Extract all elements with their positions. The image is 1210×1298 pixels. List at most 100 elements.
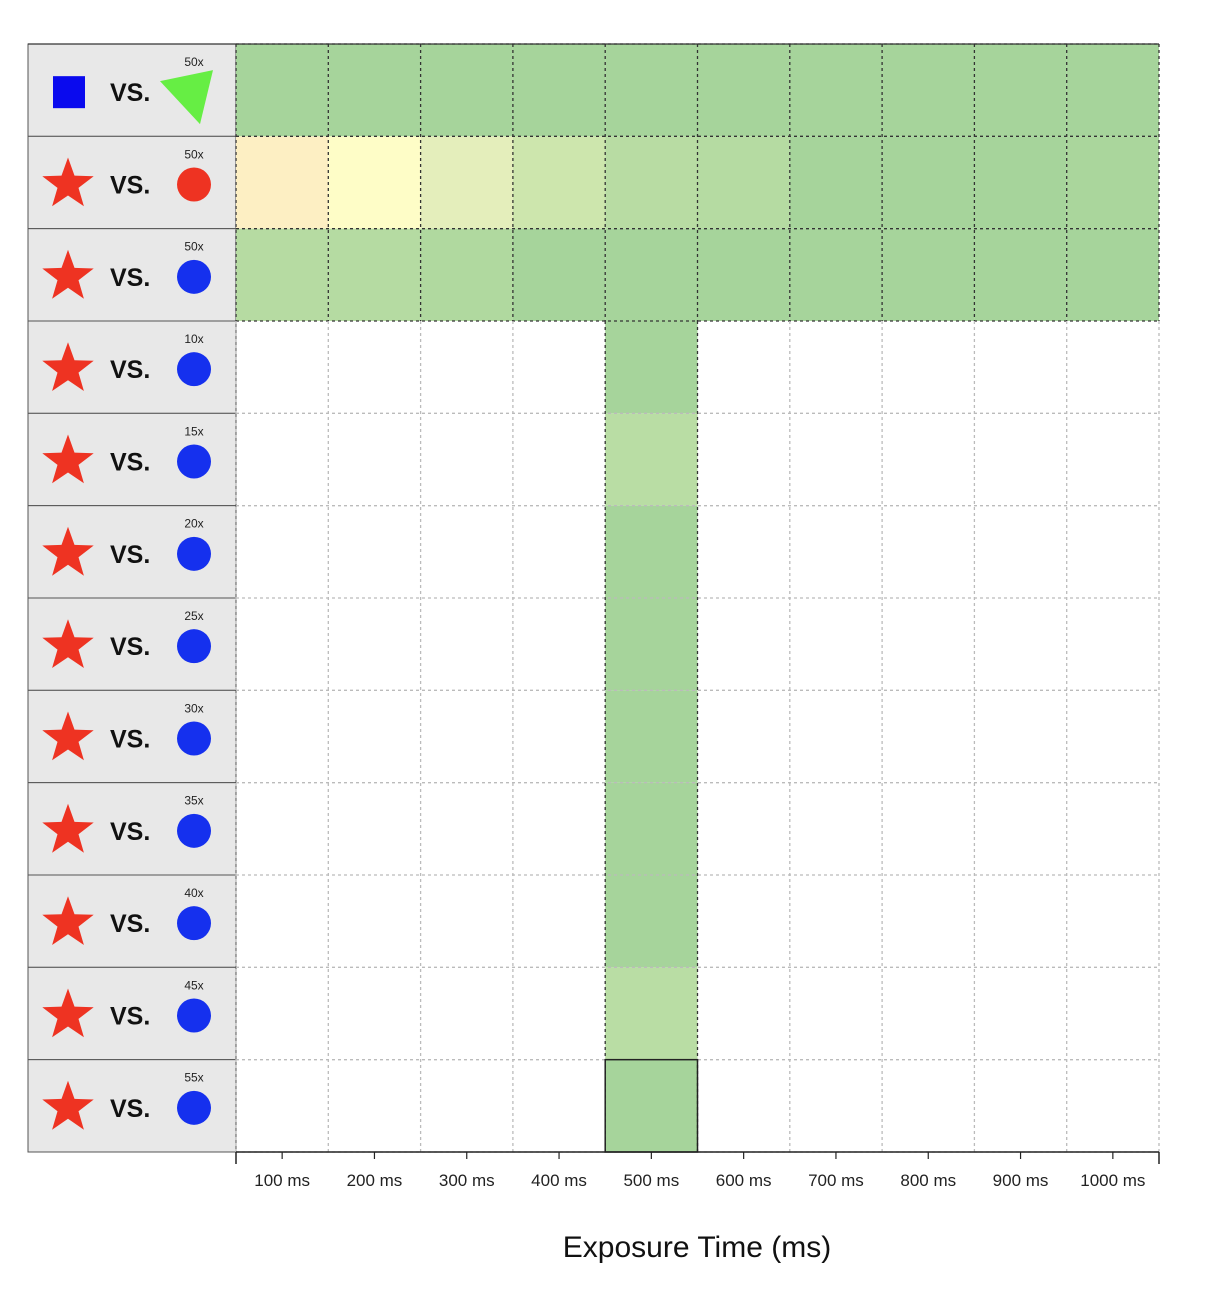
x-tick-label: 800 ms: [900, 1171, 956, 1190]
x-tick-label: 700 ms: [808, 1171, 864, 1190]
multiplier-label: 50x: [184, 147, 203, 161]
vs-label: VS.: [110, 818, 150, 846]
x-tick-label: 600 ms: [716, 1171, 772, 1190]
multiplier-label: 45x: [184, 978, 203, 992]
multiplier-label: 20x: [184, 517, 203, 531]
heatmap-cell: [605, 136, 698, 229]
red-star-icon: [42, 157, 94, 207]
red-circle-icon: [177, 167, 211, 202]
row-label-panel: VS. 50x VS. 50x VS. 50x VS. 10x VS. 15x VS. 20x VS. 2…: [27, 43, 237, 1153]
heatmap-cells: [236, 44, 1159, 1152]
blue-circle-icon: [177, 1090, 211, 1125]
blue-circle-icon: [177, 813, 211, 848]
x-tick-label: 100 ms: [254, 1171, 310, 1190]
x-tick-label: 300 ms: [439, 1171, 495, 1190]
heatmap-cell: [1066, 136, 1159, 229]
x-axis: 100 ms 200 ms 300 ms 400 ms 500 ms 600 ms 700 …: [235, 1151, 1160, 1190]
heatmap-cell: [420, 228, 513, 321]
row-label: VS. 35x: [27, 782, 237, 876]
red-star-icon: [42, 803, 94, 853]
x-axis-title: Exposure Time (ms): [563, 1231, 831, 1264]
vs-label: VS.: [110, 79, 150, 107]
x-tick-label: 200 ms: [347, 1171, 403, 1190]
blue-circle-icon: [177, 352, 211, 387]
heatmap-cell: [789, 136, 883, 229]
heatmap-cell: [605, 413, 698, 506]
heatmap-cell: [1066, 228, 1159, 321]
heatmap-cell: [882, 44, 975, 137]
vs-label: VS.: [110, 1003, 150, 1031]
heatmap-cell: [697, 136, 790, 229]
heatmap-cell: [697, 44, 790, 137]
heatmap-cell: [328, 44, 421, 137]
x-tick-label: 400 ms: [531, 1171, 587, 1190]
row-label: VS. 50x: [27, 135, 237, 230]
red-star-icon: [42, 1080, 94, 1130]
blue-circle-icon: [177, 998, 211, 1033]
heatmap-cell: [605, 505, 698, 598]
row-label: VS. 15x: [27, 412, 237, 507]
row-label: VS. 20x: [27, 505, 237, 599]
heatmap-cell: [605, 690, 698, 783]
multiplier-label: 15x: [184, 424, 203, 438]
heatmap-cell: [605, 1059, 698, 1152]
heatmap-cell: [236, 44, 329, 137]
vs-label: VS.: [110, 356, 150, 384]
row-label: VS. 50x: [27, 43, 237, 137]
row-label: VS. 45x: [27, 966, 237, 1061]
row-label: VS. 50x: [27, 228, 237, 322]
heatmap-cell: [882, 228, 975, 321]
heatmap-cell: [605, 321, 698, 414]
multiplier-label: 10x: [184, 332, 203, 346]
x-tick-label: 500 ms: [623, 1171, 679, 1190]
heatmap-cell: [512, 136, 606, 229]
row-label: VS. 25x: [27, 597, 237, 691]
heatmap-cell: [974, 228, 1067, 321]
heatmap-cell: [512, 44, 606, 137]
red-star-icon: [42, 342, 94, 391]
multiplier-label: 30x: [184, 701, 203, 715]
heatmap-cell: [328, 136, 421, 229]
vs-label: VS.: [110, 264, 150, 292]
heatmap-cell: [328, 228, 421, 321]
red-star-icon: [42, 249, 94, 299]
vs-label: VS.: [110, 172, 150, 200]
blue-circle-icon: [177, 906, 211, 941]
heatmap-cell: [420, 136, 513, 229]
vs-label: VS.: [110, 910, 150, 938]
heatmap-cell: [236, 136, 329, 229]
heatmap-cell: [882, 136, 975, 229]
heatmap-cell: [605, 228, 698, 321]
x-tick-label: 900 ms: [993, 1171, 1049, 1190]
multiplier-label: 50x: [184, 240, 203, 254]
multiplier-label: 50x: [184, 55, 203, 69]
blue-circle-icon: [177, 444, 211, 479]
heatmap-cell: [974, 136, 1067, 229]
blue-circle-icon: [177, 259, 211, 294]
red-star-icon: [42, 896, 94, 945]
heatmap-cell: [512, 228, 606, 321]
multiplier-label: 25x: [184, 609, 203, 623]
red-star-icon: [42, 619, 94, 668]
vs-label: VS.: [110, 1095, 150, 1123]
red-star-icon: [42, 988, 94, 1038]
red-star-icon: [42, 711, 94, 761]
multiplier-label: 40x: [184, 886, 203, 900]
heatmap-cell: [789, 44, 883, 137]
heatmap-cell: [605, 598, 698, 691]
heatmap-cell: [420, 44, 513, 137]
green-triangle-icon: [160, 70, 213, 125]
vs-label: VS.: [110, 541, 150, 569]
multiplier-label: 55x: [184, 1071, 203, 1085]
heatmap-cell: [974, 44, 1067, 137]
multiplier-label: 35x: [184, 794, 203, 808]
row-label: VS. 10x: [27, 320, 237, 414]
row-label: VS. 40x: [27, 874, 237, 968]
heatmap-cell: [697, 228, 790, 321]
heatmap-cell: [605, 782, 698, 875]
heatmap-cell: [605, 967, 698, 1060]
heatmap-cell: [236, 228, 329, 321]
row-label: VS. 55x: [27, 1059, 237, 1153]
blue-circle-icon: [177, 536, 211, 571]
red-star-icon: [42, 526, 94, 576]
